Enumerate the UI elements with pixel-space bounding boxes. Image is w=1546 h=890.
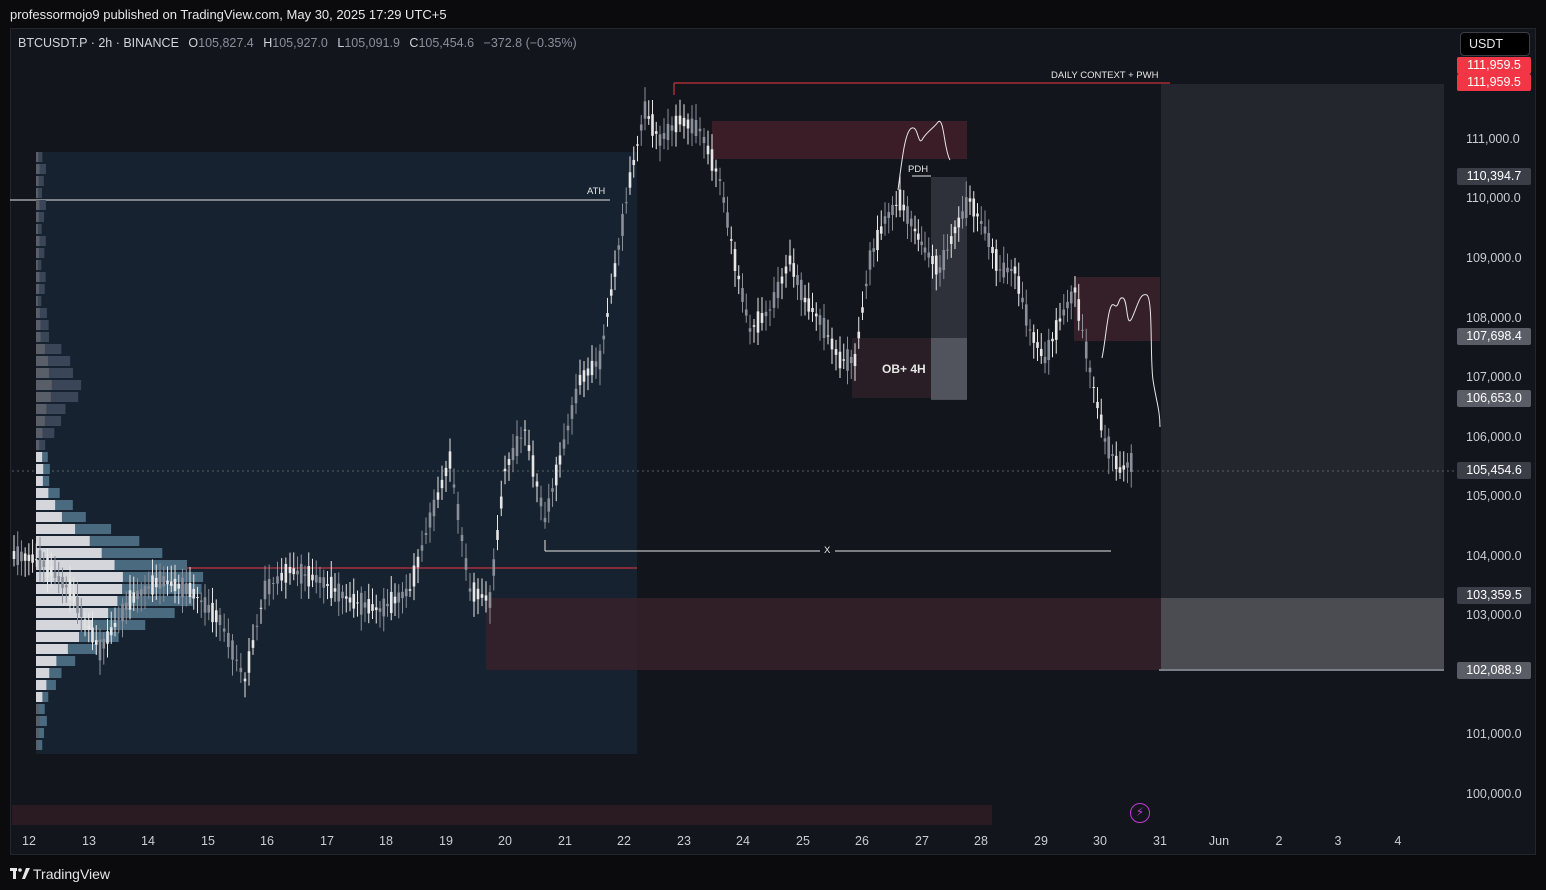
supply-zone-top xyxy=(712,121,967,159)
high-label: H xyxy=(263,36,273,50)
date-tick: 30 xyxy=(1093,834,1107,848)
price-tag-pwh-2: 111,959.5 xyxy=(1457,74,1531,91)
date-tick: 19 xyxy=(439,834,453,848)
price-tag: 103,359.5 xyxy=(1457,587,1531,604)
price-tick: 100,000.0 xyxy=(1466,787,1522,801)
date-tick: 18 xyxy=(379,834,393,848)
pdh-label: PDH xyxy=(908,164,929,175)
date-tick: 31 xyxy=(1153,834,1167,848)
projection-target-box xyxy=(1161,598,1444,670)
date-tick: 17 xyxy=(320,834,334,848)
x-label: X xyxy=(824,545,831,556)
price-tick: 106,000.0 xyxy=(1466,430,1522,444)
price-tick: 109,000.0 xyxy=(1466,251,1522,265)
demand-zone xyxy=(486,598,1161,670)
tradingview-logo-icon xyxy=(10,868,30,879)
date-tick: 14 xyxy=(141,834,155,848)
date-tick: 21 xyxy=(558,834,572,848)
date-tick: 3 xyxy=(1334,834,1342,848)
price-tick: 101,000.0 xyxy=(1466,727,1522,741)
price-tick: 110,000.0 xyxy=(1466,191,1521,205)
projection-box xyxy=(1161,84,1444,670)
close-value: 105,454.6 xyxy=(418,36,475,50)
open-label: O xyxy=(188,36,199,50)
date-tick: 27 xyxy=(915,834,929,848)
date-tick: 12 xyxy=(22,834,36,848)
price-tick: 104,000.0 xyxy=(1466,549,1522,563)
date-tick: 24 xyxy=(736,834,750,848)
symbol-legend[interactable]: BTCUSDT.P · 2h · BINANCE O105,827.4 H105… xyxy=(18,36,577,50)
ob-grey-box xyxy=(931,338,967,400)
date-tick: 28 xyxy=(974,834,988,848)
price-tag-current: 105,454.6 xyxy=(1457,462,1531,479)
drawn-projection-1 xyxy=(897,121,951,191)
drawn-projection-2 xyxy=(1101,294,1161,428)
price-tag-pwh: 111,959.5 xyxy=(1457,57,1531,74)
open-value: 105,827.4 xyxy=(198,36,254,50)
high-value: 105,927.0 xyxy=(272,36,328,50)
change-value: −372.8 (−0.35%) xyxy=(483,36,577,50)
ath-label: ATH xyxy=(587,186,606,197)
supply-zone-right xyxy=(1074,277,1160,341)
footer: TradingView xyxy=(0,858,1546,890)
price-tag: 106,653.0 xyxy=(1457,390,1531,407)
price-tag-target: 102,088.9 xyxy=(1457,662,1531,679)
symbol-name: BTCUSDT.P · 2h · BINANCE xyxy=(18,36,179,50)
date-tick: 4 xyxy=(1394,834,1402,848)
volume-profile-bars xyxy=(36,152,204,750)
date-tick: 26 xyxy=(855,834,869,848)
price-tag: 107,698.4 xyxy=(1457,328,1531,345)
date-tick: 23 xyxy=(677,834,691,848)
currency-button[interactable]: USDT xyxy=(1460,32,1530,56)
lightning-icon[interactable]: ⚡ xyxy=(1130,803,1150,823)
price-tick: 103,000.0 xyxy=(1466,608,1522,622)
close-label: C xyxy=(409,36,419,50)
date-tick: 22 xyxy=(617,834,631,848)
date-tick: 20 xyxy=(498,834,512,848)
price-tick: 107,000.0 xyxy=(1466,370,1522,384)
publisher-line: professormojo9 published on TradingView.… xyxy=(10,7,447,22)
date-tick: Jun xyxy=(1208,834,1230,848)
low-label: L xyxy=(337,36,345,50)
low-value: 105,091.9 xyxy=(344,36,400,50)
brand-name: TradingView xyxy=(33,866,111,882)
daily-context-label: DAILY CONTEXT + PWH xyxy=(1051,70,1159,81)
price-tag: 110,394.7 xyxy=(1457,168,1531,185)
ob-4h-label: OB+ 4H xyxy=(882,362,926,376)
date-tick: 13 xyxy=(82,834,96,848)
date-tick: 25 xyxy=(796,834,810,848)
date-tick: 16 xyxy=(260,834,274,848)
red-zone-strip xyxy=(12,805,992,825)
date-tick: 29 xyxy=(1034,834,1048,848)
ob-4h-zone xyxy=(852,338,932,398)
date-tick: 15 xyxy=(201,834,215,848)
price-tick: 105,000.0 xyxy=(1466,489,1522,503)
date-tick: 2 xyxy=(1275,834,1283,848)
price-tick: 111,000.0 xyxy=(1466,132,1520,146)
candles xyxy=(12,87,1133,698)
price-tick: 108,000.0 xyxy=(1466,311,1522,325)
